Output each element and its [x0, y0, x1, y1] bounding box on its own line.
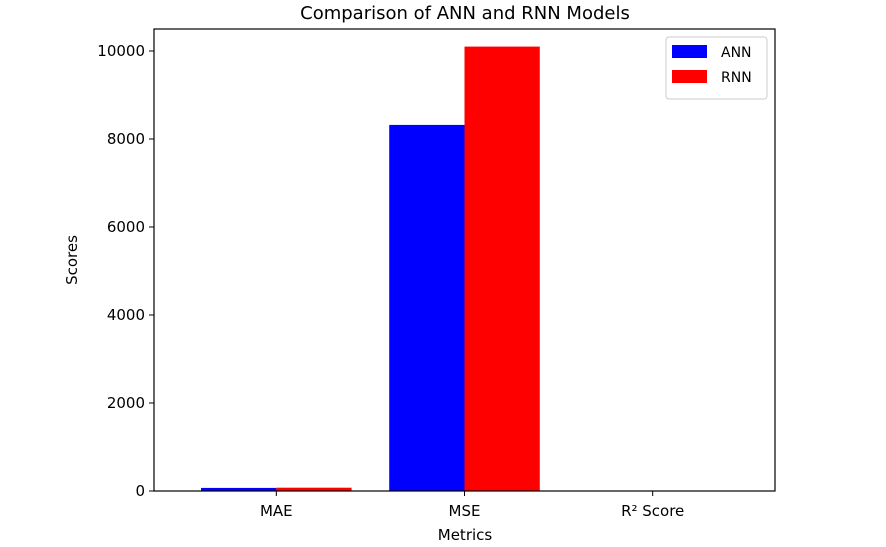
legend-swatch-rnn: [672, 70, 707, 83]
x-tick-label-2: R² Score: [621, 502, 684, 520]
y-axis-label: Scores: [63, 235, 81, 285]
y-tick-label-3: 6000: [107, 218, 145, 236]
legend-label-ann: ANN: [721, 45, 752, 61]
legend: ANN RNN: [665, 36, 768, 100]
x-tick-label-0: MAE: [260, 502, 293, 520]
chart-title: Comparison of ANN and RNN Models: [300, 3, 630, 24]
y-tick-label-0: 0: [135, 482, 145, 500]
x-axis-label: Metrics: [438, 526, 493, 544]
bars-layer: [201, 46, 653, 492]
y-axis: 0 2000 4000 6000 8000 10000: [97, 42, 154, 500]
y-tick-label-2: 4000: [107, 306, 145, 324]
y-tick-label-5: 10000: [97, 42, 145, 60]
x-axis: MAE MSE R² Score: [260, 491, 684, 520]
x-tick-label-1: MSE: [449, 502, 481, 520]
bar-ann-0: [201, 487, 277, 491]
bar-rnn-0: [276, 487, 352, 491]
bar-rnn-1: [464, 46, 540, 491]
bar-ann-1: [389, 124, 465, 492]
legend-label-rnn: RNN: [721, 70, 752, 86]
legend-swatch-ann: [672, 45, 707, 58]
y-tick-label-1: 2000: [107, 394, 145, 412]
y-tick-label-4: 8000: [107, 130, 145, 148]
